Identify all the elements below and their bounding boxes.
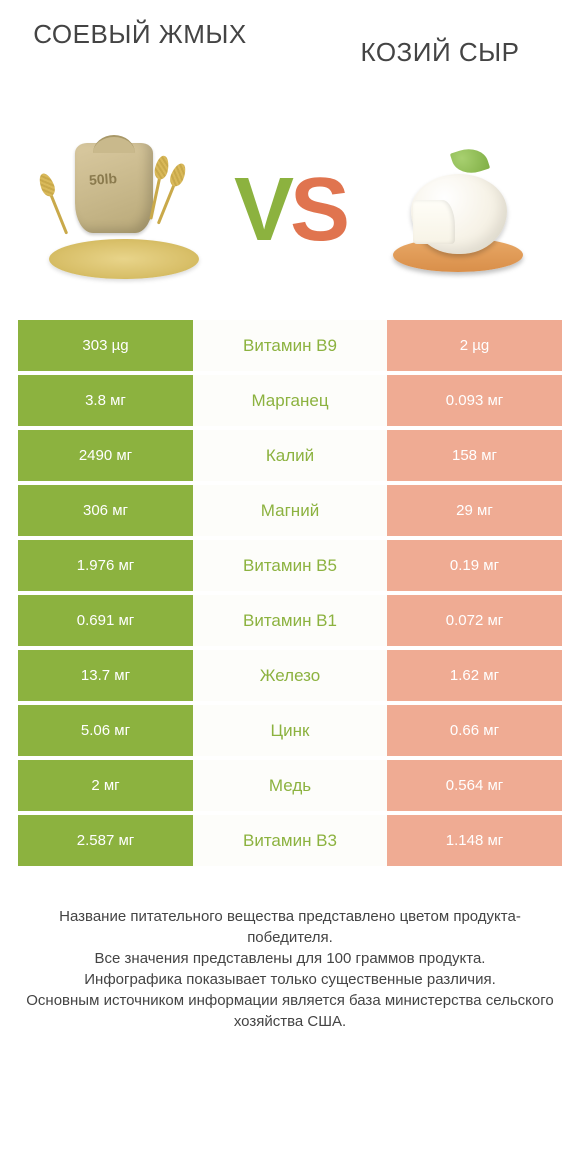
table-row: 3.8 мгМарганец0.093 мг bbox=[18, 375, 562, 426]
footer-line: Основным источником информации является … bbox=[24, 990, 556, 1032]
nutrient-label-cell: Цинк bbox=[193, 705, 387, 756]
left-value-cell: 2 мг bbox=[18, 760, 193, 811]
table-row: 1.976 мгВитамин B50.19 мг bbox=[18, 540, 562, 591]
vs-s: S bbox=[290, 160, 346, 260]
nutrient-label-cell: Медь bbox=[193, 760, 387, 811]
right-value-cell: 1.62 мг bbox=[387, 650, 562, 701]
product-image-row: 50lb VS bbox=[0, 120, 580, 320]
right-value-cell: 158 мг bbox=[387, 430, 562, 481]
right-product-title: КОЗИЙ СЫР bbox=[330, 20, 550, 68]
table-row: 303 µgВитамин B92 µg bbox=[18, 320, 562, 371]
right-product-image bbox=[370, 125, 540, 295]
nutrient-label-cell: Марганец bbox=[193, 375, 387, 426]
nutrient-label-cell: Витамин B5 bbox=[193, 540, 387, 591]
table-row: 0.691 мгВитамин B10.072 мг bbox=[18, 595, 562, 646]
left-value-cell: 303 µg bbox=[18, 320, 193, 371]
table-row: 2 мгМедь0.564 мг bbox=[18, 760, 562, 811]
right-value-cell: 0.19 мг bbox=[387, 540, 562, 591]
table-row: 13.7 мгЖелезо1.62 мг bbox=[18, 650, 562, 701]
footer-notes: Название питательного вещества представл… bbox=[0, 870, 580, 1032]
header: СОЕВЫЙ ЖМЫХ КОЗИЙ СЫР bbox=[0, 0, 580, 120]
footer-line: Инфографика показывает только существенн… bbox=[24, 969, 556, 990]
right-value-cell: 29 мг bbox=[387, 485, 562, 536]
left-value-cell: 3.8 мг bbox=[18, 375, 193, 426]
table-row: 2.587 мгВитамин B31.148 мг bbox=[18, 815, 562, 866]
left-value-cell: 5.06 мг bbox=[18, 705, 193, 756]
left-value-cell: 0.691 мг bbox=[18, 595, 193, 646]
nutrient-label-cell: Витамин B1 bbox=[193, 595, 387, 646]
right-value-cell: 0.072 мг bbox=[387, 595, 562, 646]
left-value-cell: 1.976 мг bbox=[18, 540, 193, 591]
table-row: 5.06 мгЦинк0.66 мг bbox=[18, 705, 562, 756]
left-value-cell: 2.587 мг bbox=[18, 815, 193, 866]
left-value-cell: 2490 мг bbox=[18, 430, 193, 481]
vs-v: V bbox=[234, 160, 290, 260]
table-row: 2490 мгКалий158 мг bbox=[18, 430, 562, 481]
bag-label: 50lb bbox=[88, 170, 117, 188]
nutrient-label-cell: Витамин B9 bbox=[193, 320, 387, 371]
left-product-image: 50lb bbox=[40, 125, 210, 295]
right-value-cell: 2 µg bbox=[387, 320, 562, 371]
nutrient-label-cell: Железо bbox=[193, 650, 387, 701]
nutrient-label-cell: Витамин B3 bbox=[193, 815, 387, 866]
comparison-table: 303 µgВитамин B92 µg3.8 мгМарганец0.093 … bbox=[0, 320, 580, 866]
footer-line: Все значения представлены для 100 граммо… bbox=[24, 948, 556, 969]
right-value-cell: 1.148 мг bbox=[387, 815, 562, 866]
footer-line: Название питательного вещества представл… bbox=[24, 906, 556, 948]
nutrient-label-cell: Магний bbox=[193, 485, 387, 536]
right-value-cell: 0.093 мг bbox=[387, 375, 562, 426]
vs-label: VS bbox=[234, 165, 346, 255]
nutrient-label-cell: Калий bbox=[193, 430, 387, 481]
left-value-cell: 306 мг bbox=[18, 485, 193, 536]
left-value-cell: 13.7 мг bbox=[18, 650, 193, 701]
table-row: 306 мгМагний29 мг bbox=[18, 485, 562, 536]
left-product-title: СОЕВЫЙ ЖМЫХ bbox=[30, 20, 250, 50]
right-value-cell: 0.564 мг bbox=[387, 760, 562, 811]
right-value-cell: 0.66 мг bbox=[387, 705, 562, 756]
